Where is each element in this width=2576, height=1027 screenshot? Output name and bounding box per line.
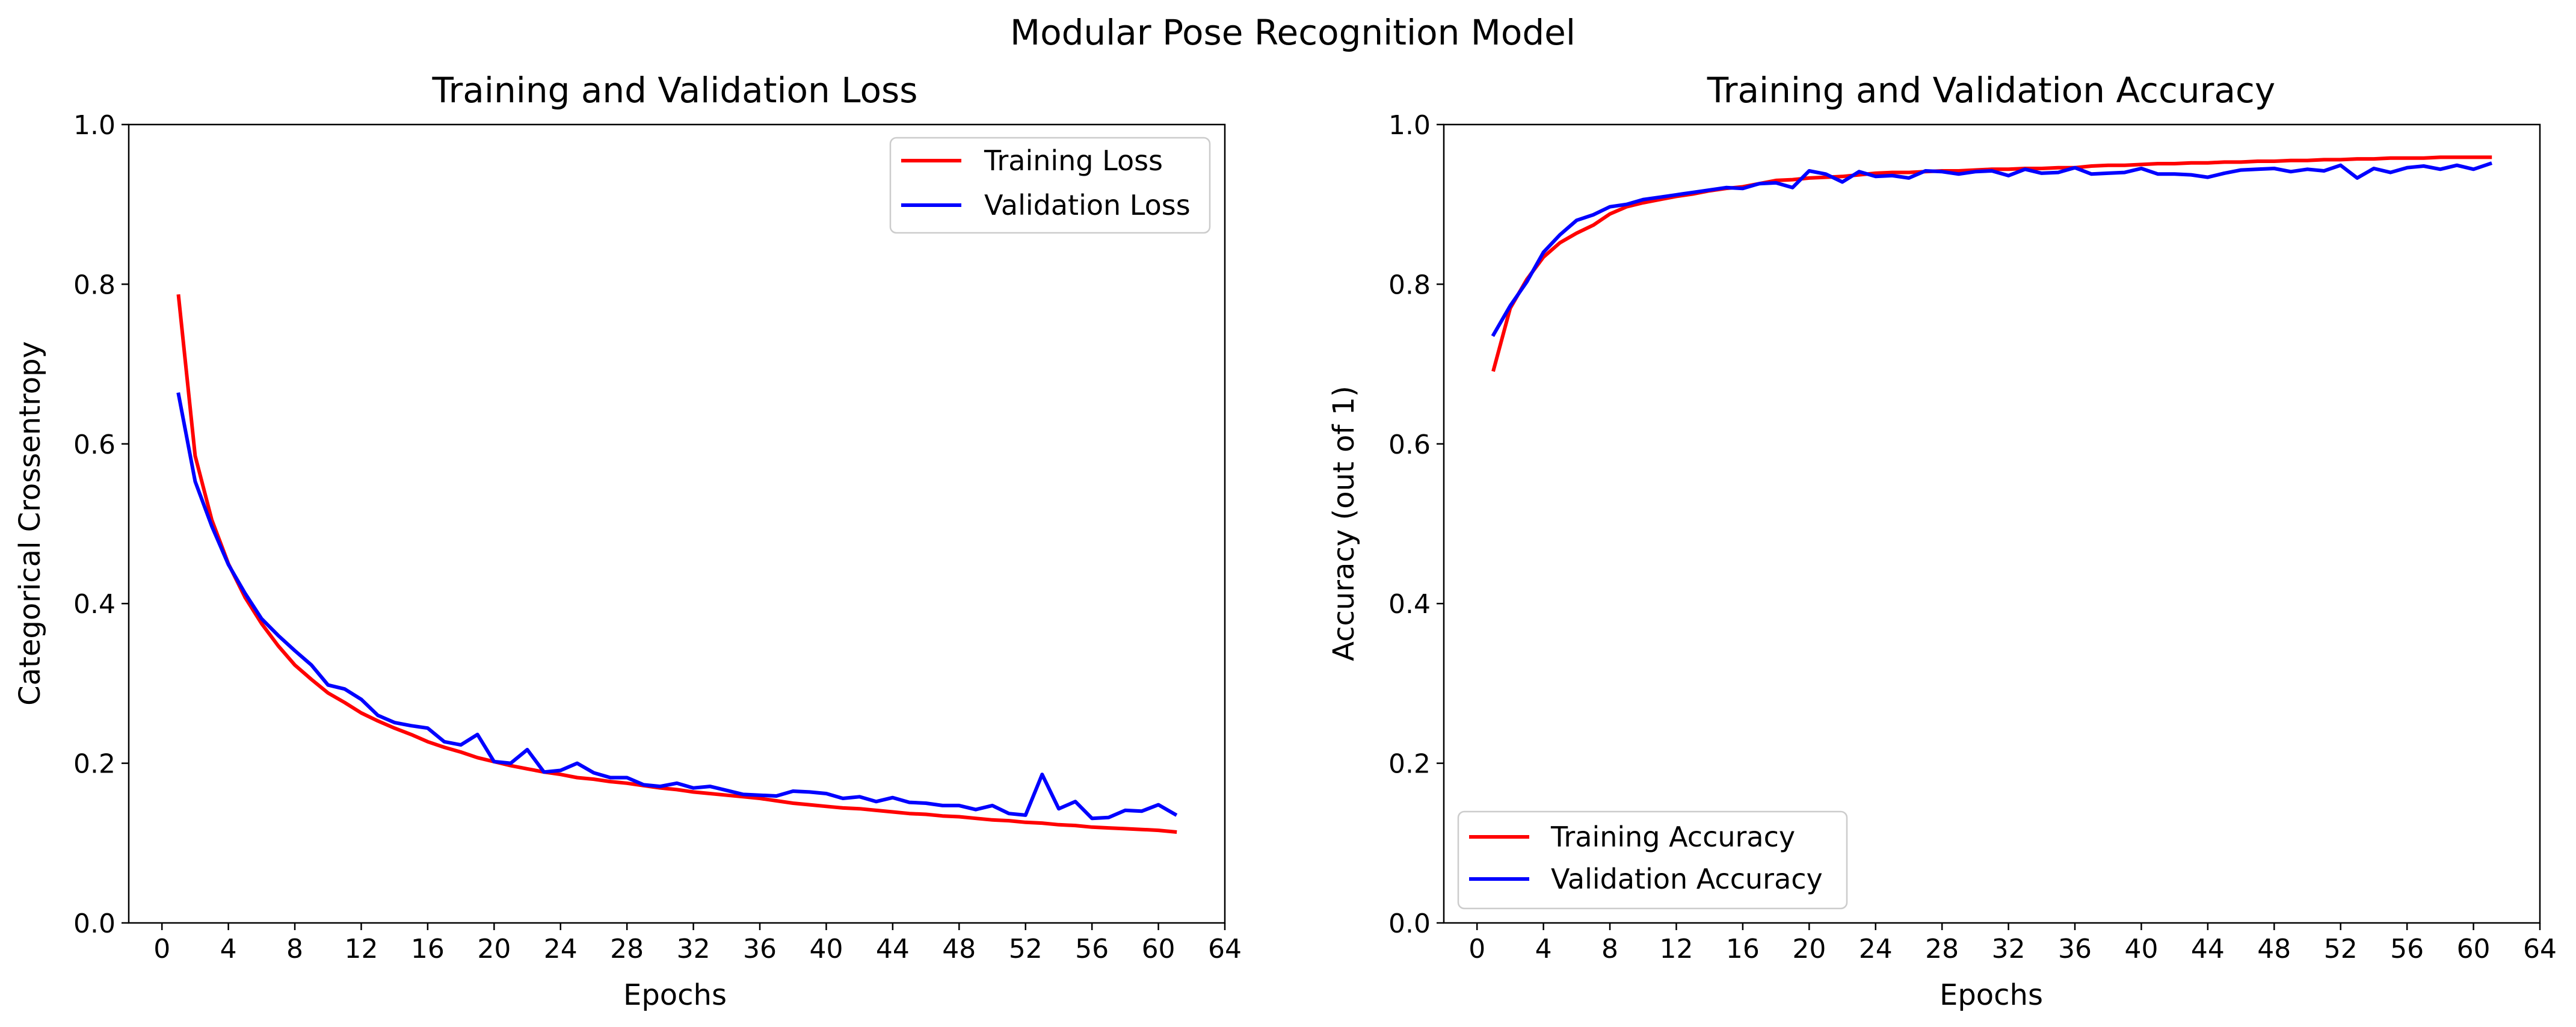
loss-x-tick-label: 48 [942,934,976,964]
accuracy-legend-validation-label: Validation Accuracy [1551,863,1823,895]
loss-x-label: Epochs [623,978,727,1012]
accuracy-legend-box [1457,810,1848,910]
accuracy-y-tick-label: 0.6 [1388,430,1431,460]
accuracy-x-tick-label: 20 [1792,934,1826,964]
accuracy-x-axis: 0 4 8 12 16 20 24 28 32 36 40 44 48 52 56 60 64 [1468,923,2557,964]
accuracy-x-tick-label: 32 [1992,934,2026,964]
loss-x-tick-label: 12 [344,934,378,964]
loss-y-tick-label: 0.8 [73,270,116,300]
accuracy-y-tick-label: 1.0 [1388,110,1431,141]
accuracy-y-tick-label: 0.4 [1388,589,1431,620]
accuracy-chart-title: Training and Validation Accuracy [1707,70,2275,111]
accuracy-x-tick-label: 12 [1659,934,1693,964]
loss-y-tick-label: 0.6 [73,430,116,460]
loss-x-tick-label: 32 [677,934,710,964]
accuracy-x-tick-label: 28 [1925,934,1959,964]
loss-y-tick-label: 0.2 [73,749,116,780]
accuracy-x-tick-label: 8 [1601,934,1618,964]
accuracy-axes-frame [1443,123,2541,924]
accuracy-x-tick-label: 40 [2124,934,2158,964]
loss-x-tick-label: 60 [1142,934,1176,964]
loss-x-tick-label: 40 [809,934,843,964]
loss-legend-box [889,137,1211,234]
loss-x-tick-label: 52 [1009,934,1043,964]
accuracy-y-label: Accuracy (out of 1) [1327,386,1361,661]
loss-y-tick-label: 1.0 [73,110,116,141]
loss-x-tick-label: 64 [1208,934,1242,964]
loss-x-tick-label: 0 [153,934,170,964]
loss-legend: Training Loss Validation Loss [889,137,1211,234]
accuracy-x-label: Epochs [1940,978,2043,1012]
loss-x-tick-label: 8 [286,934,303,964]
accuracy-x-tick-label: 24 [1859,934,1893,964]
accuracy-plot-area [1491,155,2493,372]
accuracy-x-tick-label: 56 [2390,934,2424,964]
accuracy-legend: Training Accuracy Validation Accuracy [1457,810,1848,910]
accuracy-x-tick-label: 48 [2257,934,2291,964]
loss-axes-frame [128,123,1226,924]
accuracy-x-tick-label: 4 [1535,934,1552,964]
loss-series-validation-line [176,392,1178,821]
loss-legend-training-label: Training Loss [984,144,1163,177]
accuracy-x-tick-label: 52 [2324,934,2358,964]
accuracy-y-tick-label: 0.8 [1388,270,1431,300]
loss-x-tick-label: 44 [876,934,910,964]
loss-x-tick-label: 56 [1075,934,1109,964]
accuracy-chart: Training and Validation Accuracy 0.00.20… [1327,70,2557,1012]
accuracy-x-tick-label: 44 [2191,934,2225,964]
loss-y-tick-label: 0.0 [73,908,116,939]
loss-x-tick-label: 28 [610,934,644,964]
loss-y-axis: 0.0 0.2 0.4 0.6 0.8 1.0 [73,110,129,939]
loss-chart: Training and Validation Loss 0.00.20.40.… [13,70,1242,1012]
accuracy-x-tick-label: 16 [1726,934,1760,964]
accuracy-y-tick-label: 0.2 [1388,749,1431,780]
loss-series-training-line [176,294,1177,834]
figure-title: Modular Pose Recognition Model [1010,12,1576,53]
accuracy-legend-training-label: Training Accuracy [1550,821,1795,853]
loss-x-tick-label: 36 [743,934,777,964]
accuracy-series-validation-line [1491,161,2493,338]
loss-chart-title: Training and Validation Loss [432,70,918,111]
accuracy-x-tick-label: 64 [2523,934,2557,964]
loss-legend-validation-label: Validation Loss [984,189,1191,221]
accuracy-series-training-line [1491,155,2492,372]
accuracy-x-tick-label: 0 [1468,934,1485,964]
loss-x-tick-label: 16 [411,934,445,964]
loss-x-axis: 0 4 8 12 16 20 24 28 32 36 40 44 48 52 56 60 64 [153,923,1242,964]
loss-x-tick-label: 20 [477,934,511,964]
loss-x-tick-label: 4 [220,934,237,964]
accuracy-x-tick-label: 60 [2457,934,2491,964]
loss-y-tick-label: 0.4 [73,589,116,620]
loss-y-label: Categorical Crossentropy [13,341,47,706]
accuracy-y-axis: 0.0 0.2 0.4 0.6 0.8 1.0 [1388,110,1444,939]
loss-plot-area [176,294,1178,834]
loss-x-tick-label: 24 [544,934,578,964]
accuracy-x-tick-label: 36 [2058,934,2092,964]
accuracy-y-tick-label: 0.0 [1388,908,1431,939]
